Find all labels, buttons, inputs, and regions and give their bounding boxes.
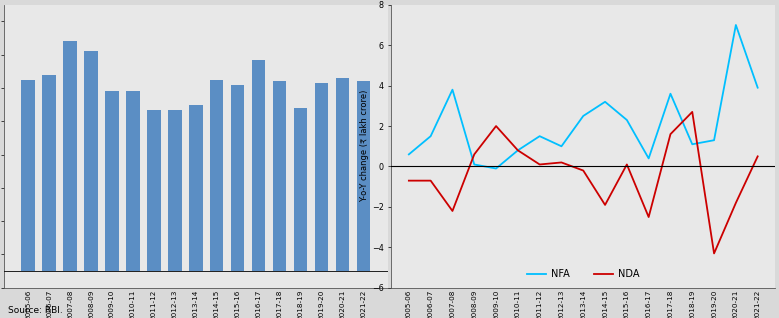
Bar xyxy=(252,60,266,271)
Bar xyxy=(126,91,139,271)
NDA xyxy=(579,169,588,172)
NDA xyxy=(426,179,435,183)
Line: NFA: NFA xyxy=(409,25,758,169)
Legend: NFA, NDA: NFA, NDA xyxy=(523,265,643,283)
NDA xyxy=(513,149,523,152)
NFA xyxy=(513,149,523,152)
Y-axis label: Y-o-Y change (₹ lakh crore): Y-o-Y change (₹ lakh crore) xyxy=(360,90,369,203)
NDA xyxy=(644,215,654,219)
NDA xyxy=(753,155,763,158)
Bar xyxy=(210,80,224,271)
NDA xyxy=(666,132,675,136)
NFA xyxy=(666,92,675,96)
Bar xyxy=(315,83,328,271)
NFA xyxy=(579,114,588,118)
NDA xyxy=(492,124,501,128)
NFA xyxy=(426,134,435,138)
Text: Source: RBI.: Source: RBI. xyxy=(8,306,62,315)
NFA xyxy=(601,100,610,104)
Bar xyxy=(357,81,370,271)
NDA xyxy=(535,162,545,166)
NFA xyxy=(622,118,632,122)
NFA xyxy=(688,142,697,146)
Bar xyxy=(273,81,287,271)
Bar xyxy=(147,110,160,271)
Bar xyxy=(84,52,98,271)
NDA xyxy=(448,209,457,213)
Line: NDA: NDA xyxy=(409,112,758,253)
Bar xyxy=(63,41,77,271)
NDA xyxy=(710,252,719,255)
NDA xyxy=(731,201,741,205)
NDA xyxy=(404,179,414,183)
NDA xyxy=(557,161,566,164)
Bar xyxy=(21,80,35,271)
Bar xyxy=(336,78,349,271)
NFA xyxy=(535,134,545,138)
NFA xyxy=(448,88,457,92)
Bar xyxy=(105,91,118,271)
NDA xyxy=(688,110,697,114)
NFA xyxy=(731,23,741,27)
NFA xyxy=(644,156,654,160)
NFA xyxy=(710,138,719,142)
NDA xyxy=(601,203,610,207)
NDA xyxy=(622,162,632,166)
NFA xyxy=(470,162,479,166)
Bar xyxy=(294,108,307,271)
NFA xyxy=(753,86,763,90)
Bar xyxy=(189,105,203,271)
Bar xyxy=(168,110,182,271)
NFA xyxy=(557,144,566,148)
Bar xyxy=(231,85,245,271)
NDA xyxy=(470,152,479,156)
NFA xyxy=(404,152,414,156)
NFA xyxy=(492,167,501,170)
Bar xyxy=(42,75,56,271)
